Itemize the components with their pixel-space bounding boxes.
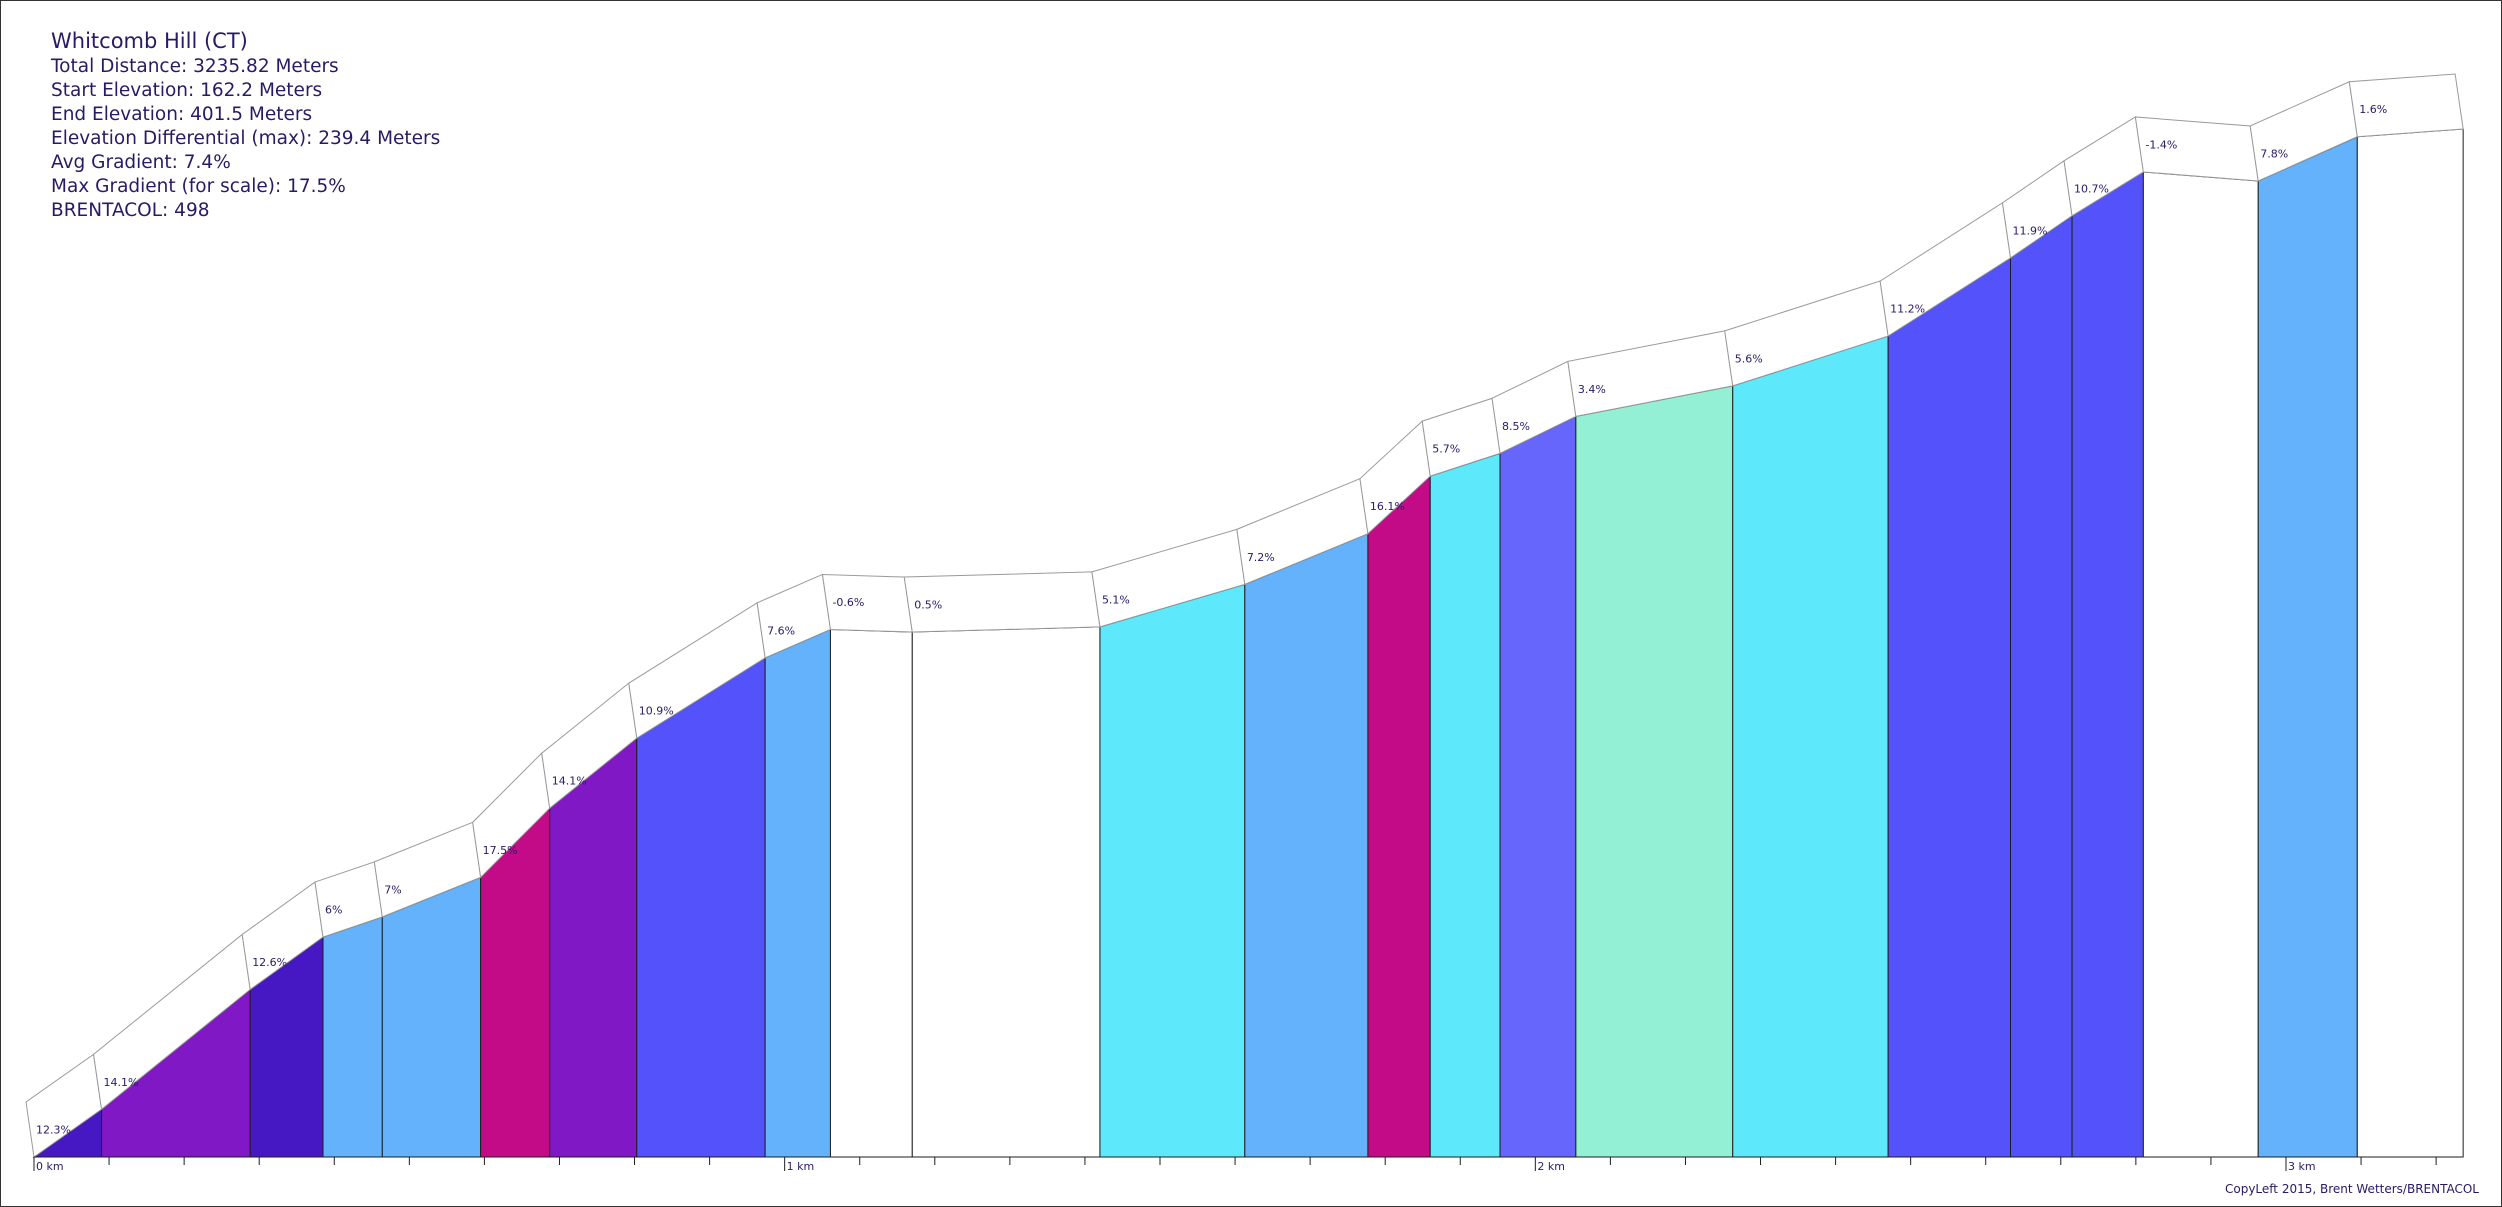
profile-segment <box>1367 474 1431 1158</box>
gradient-label: 8.5% <box>1502 420 1530 433</box>
gradient-label: 7.6% <box>767 624 795 637</box>
total-distance: Total Distance: 3235.82 Meters <box>51 56 339 77</box>
gradient-label: 1.6% <box>2359 103 2387 116</box>
gradient-label: 14.1% <box>552 775 587 788</box>
profile-segment <box>1499 415 1577 1158</box>
gradient-label: 16.1% <box>1370 500 1405 513</box>
gradient-label: 0.5% <box>914 599 942 612</box>
gradient-label: 3.4% <box>1578 383 1606 396</box>
gradient-label: 12.3% <box>36 1124 71 1137</box>
gradient-label: 11.2% <box>1890 303 1925 316</box>
elevation-differential: Elevation Differential (max): 239.4 Mete… <box>51 128 441 149</box>
max-gradient: Max Gradient (for scale): 17.5% <box>51 176 346 197</box>
profile-segment <box>381 876 482 1158</box>
start-elevation: Start Elevation: 162.2 Meters <box>51 80 323 101</box>
gradient-label: 17.5% <box>483 844 518 857</box>
x-tick-label: 0 km <box>36 1160 64 1173</box>
gradient-label: 12.6% <box>252 956 287 969</box>
profile-segment <box>829 628 913 1158</box>
route-title: Whitcomb Hill (CT) <box>51 29 248 53</box>
profile-segment <box>322 916 383 1158</box>
avg-gradient: Avg Gradient: 7.4% <box>51 152 231 173</box>
gradient-label: 10.7% <box>2074 182 2109 195</box>
brentacol-score: BRENTACOL: 498 <box>51 200 210 221</box>
gradient-bands-layer: 12.3% 14.1% 12.6% 6% 7% 17.5% 14.1% 10.9% 7.6% -0… <box>25 73 2464 1158</box>
segments-layer <box>32 128 2464 1158</box>
x-tick-label: 2 km <box>1537 1160 1565 1173</box>
profile-segment <box>911 626 1101 1158</box>
profile-segment <box>2142 171 2259 1158</box>
gradient-label: 7% <box>384 883 401 896</box>
profile-segment <box>1429 452 1501 1158</box>
gradient-label: 5.6% <box>1735 352 1763 365</box>
gradient-label: 10.9% <box>639 705 674 718</box>
gradient-label: 7.8% <box>2260 147 2288 160</box>
x-tick-label: 1 km <box>787 1160 815 1173</box>
profile-segment <box>2009 214 2073 1158</box>
profile-segment <box>1099 583 1246 1158</box>
profile-segment <box>549 737 638 1158</box>
gradient-label: 11.9% <box>2012 224 2047 237</box>
gradient-label: -0.6% <box>832 596 864 609</box>
profile-segment <box>2356 128 2464 1158</box>
x-axis: 0 km 1 km 2 km 3 km <box>33 1156 2463 1173</box>
gradient-label: 5.1% <box>1102 593 1130 606</box>
copyright-text: CopyLeft 2015, Brent Wetters/BRENTACOL <box>2224 1182 2479 1196</box>
profile-segment <box>636 656 766 1158</box>
profile-segment <box>2257 135 2358 1158</box>
profile-segment <box>1244 532 1369 1158</box>
route-info-block: Whitcomb Hill (CT) Total Distance: 3235.… <box>51 28 440 223</box>
gradient-label: 14.1% <box>104 1076 139 1089</box>
gradient-band <box>2348 73 2464 138</box>
gradient-label: 6% <box>325 904 342 917</box>
gradient-label: 7.2% <box>1247 551 1275 564</box>
profile-segment <box>1887 256 2011 1158</box>
gradient-label: -1.4% <box>2145 138 2177 151</box>
end-elevation: End Elevation: 401.5 Meters <box>51 104 313 125</box>
gradient-label: 5.7% <box>1432 443 1460 456</box>
profile-segment <box>1732 335 1889 1158</box>
profile-segment <box>2071 171 2144 1158</box>
profile-segment <box>1575 385 1734 1158</box>
profile-segment <box>764 628 831 1158</box>
x-tick-label: 3 km <box>2288 1160 2316 1173</box>
